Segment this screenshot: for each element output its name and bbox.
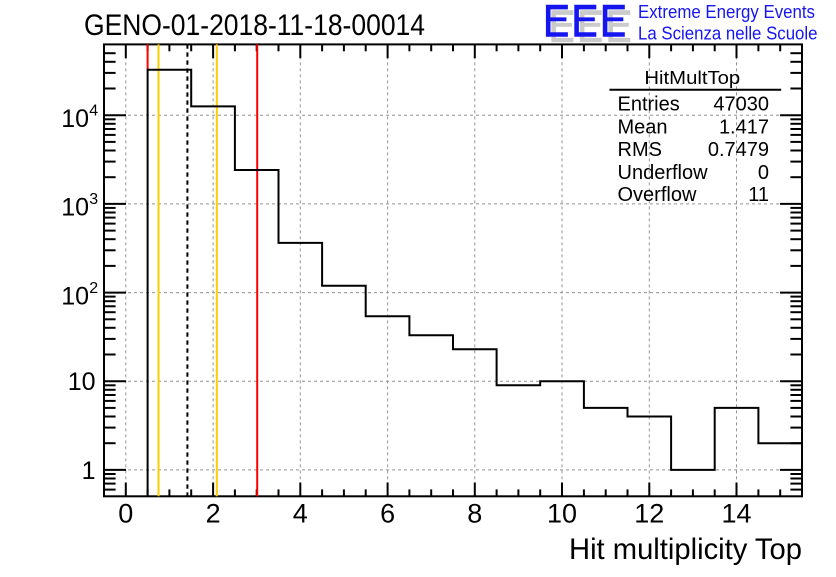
svg-text:RMS: RMS <box>618 139 662 161</box>
svg-text:3: 3 <box>89 191 98 208</box>
svg-text:14: 14 <box>721 499 751 529</box>
svg-text:Extreme Energy Events: Extreme Energy Events <box>638 2 815 22</box>
svg-text:Overflow: Overflow <box>618 184 697 206</box>
svg-text:1.417: 1.417 <box>719 117 769 139</box>
svg-text:2: 2 <box>89 280 98 297</box>
svg-text:La Scienza nelle Scuole: La Scienza nelle Scuole <box>638 23 818 43</box>
svg-text:1: 1 <box>82 457 96 485</box>
svg-text:4: 4 <box>89 103 98 120</box>
svg-text:Mean: Mean <box>618 117 668 139</box>
svg-text:10: 10 <box>61 282 89 310</box>
svg-text:10: 10 <box>547 499 577 529</box>
svg-text:47030: 47030 <box>713 94 769 116</box>
svg-text:0: 0 <box>118 499 133 529</box>
svg-text:10: 10 <box>61 105 89 133</box>
svg-text:6: 6 <box>380 499 395 529</box>
svg-text:8: 8 <box>467 499 482 529</box>
svg-text:Hit multiplicity Top: Hit multiplicity Top <box>569 533 802 566</box>
svg-text:HitMultTop: HitMultTop <box>644 68 740 88</box>
svg-text:12: 12 <box>634 499 664 529</box>
svg-text:0: 0 <box>758 162 769 184</box>
svg-text:11: 11 <box>748 184 769 206</box>
svg-text:GENO-01-2018-11-18-00014: GENO-01-2018-11-18-00014 <box>84 9 425 42</box>
svg-text:0.7479: 0.7479 <box>708 139 769 161</box>
svg-text:10: 10 <box>61 194 89 222</box>
svg-text:4: 4 <box>293 499 308 529</box>
svg-text:10: 10 <box>68 368 96 396</box>
svg-text:Underflow: Underflow <box>618 162 709 184</box>
svg-text:Entries: Entries <box>618 94 680 116</box>
svg-text:2: 2 <box>206 499 221 529</box>
